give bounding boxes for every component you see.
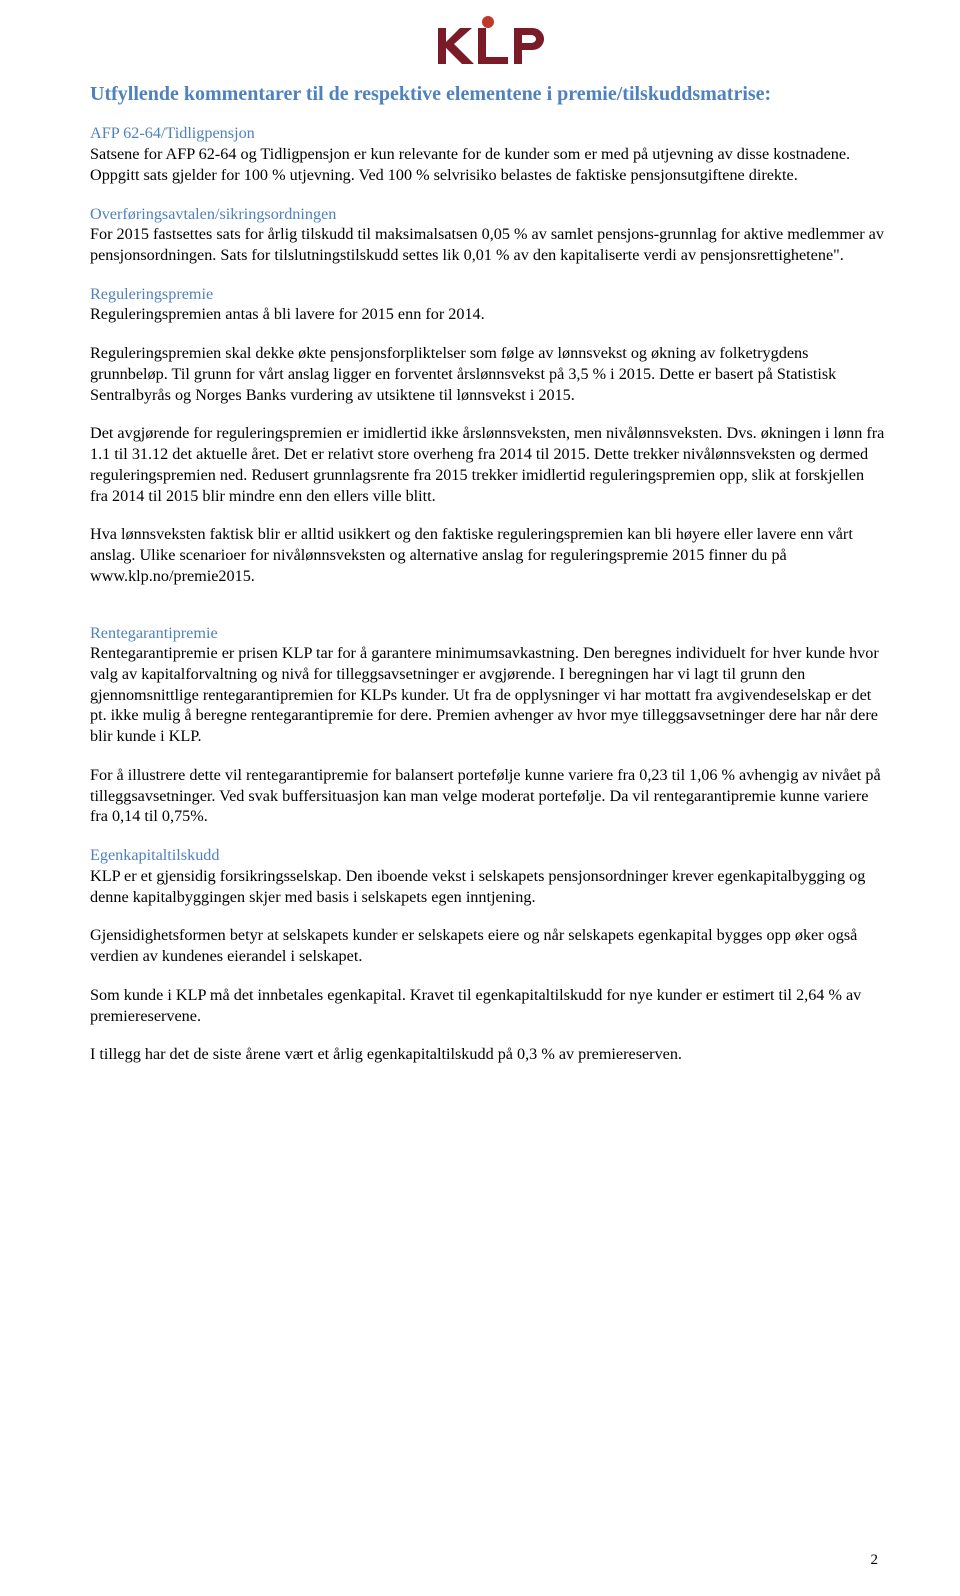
section-overforing: Overføringsavtalen/sikringsordningen For… — [90, 204, 885, 266]
section-heading: Egenkapitaltilskudd — [90, 845, 885, 866]
section-rentegaranti: Rentegarantipremie Rentegarantipremie er… — [90, 623, 885, 828]
logo-container — [90, 14, 885, 76]
body-paragraph: Rentegarantipremie er prisen KLP tar for… — [90, 643, 885, 747]
page-number: 2 — [871, 1551, 879, 1570]
body-paragraph: Reguleringspremien antas å bli lavere fo… — [90, 304, 885, 325]
section-heading: Overføringsavtalen/sikringsordningen — [90, 204, 885, 225]
body-paragraph: For å illustrere dette vil rentegarantip… — [90, 765, 885, 827]
body-paragraph: Gjensidighetsformen betyr at selskapets … — [90, 925, 885, 966]
document-title: Utfyllende kommentarer til de respektive… — [90, 82, 885, 108]
document-page: Utfyllende kommentarer til de respektive… — [0, 0, 960, 1596]
body-paragraph: KLP er et gjensidig forsikringsselskap. … — [90, 866, 885, 907]
body-paragraph: Hva lønnsveksten faktisk blir er alltid … — [90, 524, 885, 586]
body-paragraph: Det avgjørende for reguleringspremien er… — [90, 423, 885, 506]
klp-logo-icon — [428, 14, 548, 70]
section-heading: Rentegarantipremie — [90, 623, 885, 644]
body-paragraph: Satsene for AFP 62-64 og Tidligpensjon e… — [90, 144, 885, 185]
body-paragraph: Reguleringspremien skal dekke økte pensj… — [90, 343, 885, 405]
body-paragraph: For 2015 fastsettes sats for årlig tilsk… — [90, 224, 885, 265]
section-heading: AFP 62-64/Tidligpensjon — [90, 123, 885, 144]
body-paragraph: I tillegg har det de siste årene vært et… — [90, 1044, 885, 1065]
spacer — [90, 605, 885, 623]
body-paragraph: Som kunde i KLP må det innbetales egenka… — [90, 985, 885, 1026]
section-egenkapital: Egenkapitaltilskudd KLP er et gjensidig … — [90, 845, 885, 1065]
section-reguleringspremie: Reguleringspremie Reguleringspremien ant… — [90, 284, 885, 587]
section-heading: Reguleringspremie — [90, 284, 885, 305]
section-afp: AFP 62-64/Tidligpensjon Satsene for AFP … — [90, 123, 885, 185]
